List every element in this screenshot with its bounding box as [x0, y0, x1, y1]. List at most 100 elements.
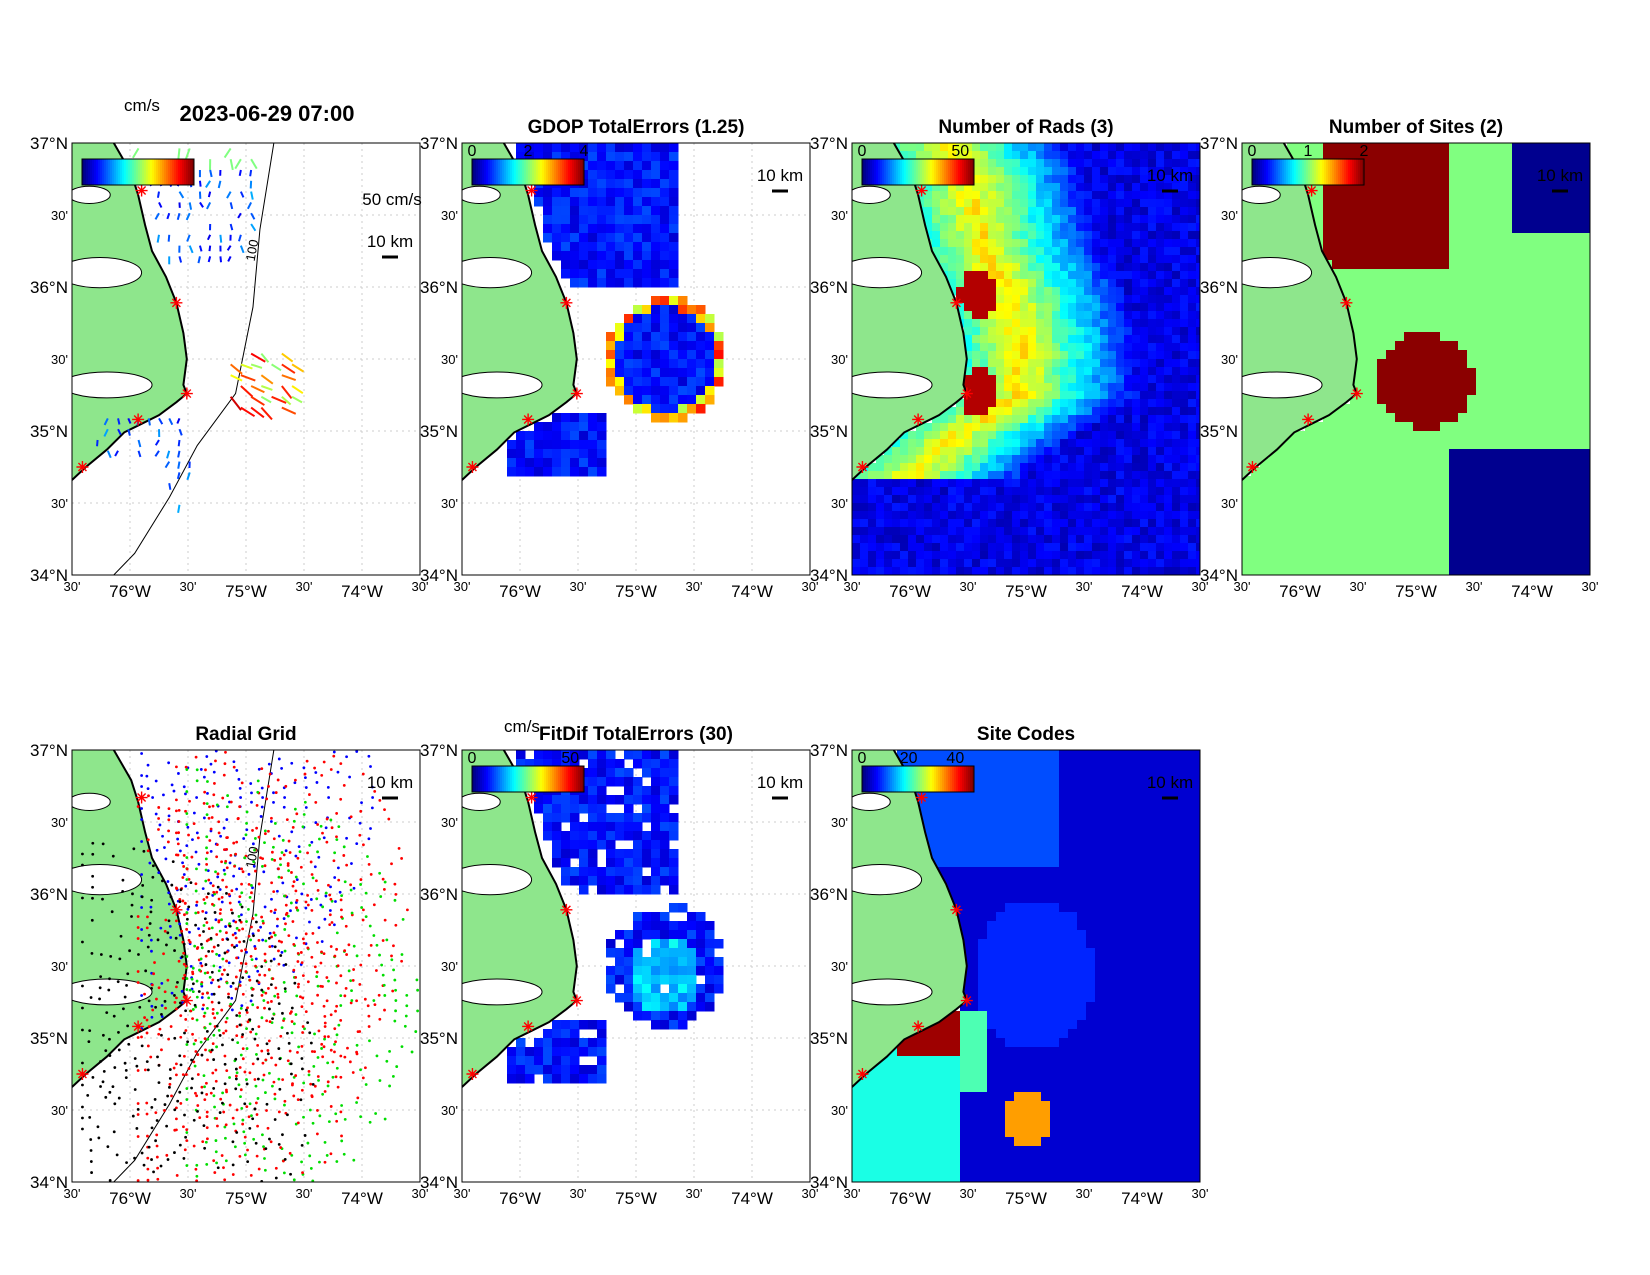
grid-cell: [1413, 350, 1423, 360]
grid-cell: [1148, 247, 1157, 256]
grid-cell: [1084, 167, 1093, 176]
grid-cell: [624, 242, 634, 252]
grid-cell: [1548, 386, 1558, 396]
grid-cell: [980, 175, 989, 184]
grid-cell: [964, 423, 973, 432]
grid-cell: [687, 341, 697, 351]
grid-cell: [1539, 440, 1549, 450]
grid-cell: [1503, 251, 1513, 261]
grid-cell: [1287, 476, 1297, 486]
grid-cell: [1467, 395, 1477, 405]
grid-cell: [1164, 207, 1173, 216]
grid-cell: [1004, 375, 1013, 384]
grid-cell: [1404, 557, 1414, 567]
grid-cell: [1422, 242, 1432, 252]
grid-cell: [932, 439, 941, 448]
grid-cell: [1124, 535, 1133, 544]
colorbar-swatch: [1288, 159, 1291, 185]
grid-cell: [1548, 332, 1558, 342]
grid-point: [214, 759, 217, 763]
lon-tick-label: 30': [1466, 579, 1483, 594]
grid-cell: [1539, 566, 1549, 575]
grid-cell: [1548, 323, 1558, 333]
grid-cell: [1539, 413, 1549, 423]
grid-cell: [1140, 519, 1149, 528]
grid-cell: [1132, 175, 1141, 184]
grid-cell: [1036, 287, 1045, 296]
grid-cell: [1377, 332, 1387, 342]
grid-cell: [1476, 386, 1486, 396]
grid-cell: [1350, 431, 1360, 441]
grid-cell: [1305, 503, 1315, 513]
grid-cell: [1156, 335, 1165, 344]
grid-cell: [1530, 539, 1540, 549]
grid-cell: [1092, 247, 1101, 256]
grid-cell: [972, 487, 981, 496]
grid-cell: [1476, 476, 1486, 486]
grid-cell: [1108, 239, 1117, 248]
grid-point: [267, 785, 270, 788]
grid-cell: [948, 191, 957, 200]
grid-cell: [570, 458, 580, 468]
grid-cell: [1539, 404, 1549, 414]
grid-cell: [1521, 152, 1531, 162]
grid-cell: [1431, 422, 1441, 432]
grid-cell: [996, 399, 1005, 408]
colorbar-swatch: [1298, 159, 1301, 185]
grid-cell: [1566, 440, 1576, 450]
grid-cell: [1359, 485, 1369, 495]
grid-cell: [1377, 341, 1387, 351]
grid-cell: [1512, 314, 1522, 324]
lon-tick-label: 30': [454, 579, 471, 594]
grid-cell: [1124, 151, 1133, 160]
grid-cell: [1044, 247, 1053, 256]
grid-point: [235, 944, 239, 947]
grid-cell: [570, 233, 580, 243]
grid-cell: [1188, 551, 1197, 560]
grid-cell: [1503, 377, 1513, 387]
grid-cell: [1530, 341, 1540, 351]
grid-cell: [1028, 159, 1037, 168]
grid-cell: [1140, 447, 1149, 456]
grid-cell: [1028, 383, 1037, 392]
grid-cell: [1148, 375, 1157, 384]
grid-cell: [1521, 224, 1531, 234]
grid-cell: [1100, 487, 1109, 496]
grid-cell: [988, 527, 997, 536]
grid-cell: [1440, 341, 1450, 351]
grid-cell: [1530, 494, 1540, 504]
grid-cell: [1476, 233, 1486, 243]
grid-cell: [1068, 487, 1077, 496]
grid-cell: [1028, 439, 1037, 448]
grid-cell: [1350, 494, 1360, 504]
grid-cell: [1467, 161, 1477, 171]
grid-cell: [1314, 494, 1324, 504]
grid-cell: [1180, 255, 1189, 264]
grid-cell: [1548, 341, 1558, 351]
grid-cell: [1440, 278, 1450, 288]
grid-cell: [1368, 170, 1378, 180]
grid-point: [195, 796, 199, 799]
grid-cell: [1052, 343, 1061, 352]
grid-cell: [1084, 527, 1093, 536]
grid-cell: [687, 386, 697, 396]
colorbar-swatch: [1302, 159, 1305, 185]
grid-cell: [1350, 413, 1360, 423]
grid-cell: [1476, 566, 1486, 575]
grid-cell: [1028, 167, 1037, 176]
grid-cell: [1068, 271, 1077, 280]
colorbar-swatch: [106, 159, 109, 185]
grid-point: [195, 831, 199, 835]
grid-cell: [1132, 495, 1141, 504]
colorbar-swatch: [188, 159, 191, 185]
grid-cell: [1076, 319, 1085, 328]
grid-cell: [1485, 296, 1495, 306]
grid-cell: [1116, 399, 1125, 408]
grid-cell: [669, 368, 679, 378]
grid-cell: [1449, 422, 1459, 432]
grid-cell: [552, 143, 562, 153]
grid-cell: [651, 377, 661, 387]
grid-point: [280, 876, 283, 880]
grid-cell: [1140, 391, 1149, 400]
grid-cell: [1044, 479, 1053, 488]
